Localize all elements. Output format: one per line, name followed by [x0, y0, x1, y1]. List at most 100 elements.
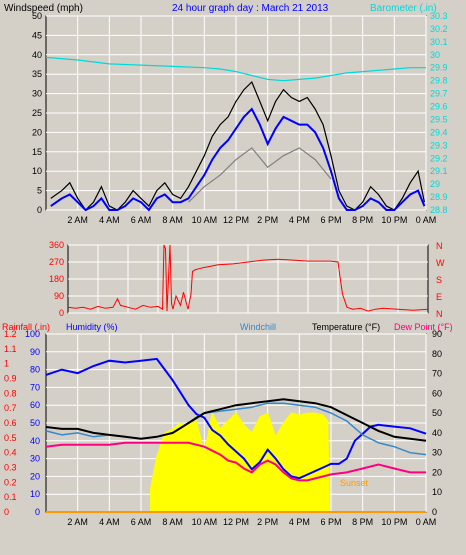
direction-series-line — [67, 244, 429, 312]
direction-tick-label: 90 — [54, 291, 64, 301]
temperature-tick-label: 10 — [432, 487, 442, 497]
temperature-tick-label: 80 — [432, 349, 442, 359]
humidity-tick-label: 0 — [35, 507, 40, 517]
temperature-tick-label: 90 — [432, 329, 442, 339]
time-tick-label: 2 AM — [67, 215, 88, 225]
wind-series — [45, 56, 426, 212]
rainfall-tick-label: 0.6 — [4, 418, 17, 428]
direction-panel-grid — [68, 244, 428, 314]
barometer-ticks: 28.8 28.9 29 29.1 29.2 29.3 29.4 29.5 29.6 29.7 29… — [430, 11, 448, 215]
humidity-tick-label: 30 — [30, 454, 40, 464]
time-tick-label: 12 PM — [223, 215, 249, 225]
humidity-tick-label: 50 — [30, 418, 40, 428]
humidity-tick-label: 90 — [30, 347, 40, 357]
barometer-tick-label: 29.5 — [430, 114, 448, 124]
time-tick-label: 6 PM — [320, 215, 341, 225]
time-tick-label: 8 PM — [352, 517, 373, 527]
temperature-ticks: 0 10 20 30 40 50 60 70 80 90 — [432, 329, 442, 517]
humidity-tick-label: 100 — [25, 329, 40, 339]
time-tick-label: 12 PM — [223, 517, 249, 527]
rainfall-tick-label: 1.2 — [4, 329, 17, 339]
direction-series — [67, 244, 429, 312]
time-tick-label: 6 AM — [131, 517, 152, 527]
rainfall-tick-label: 0.2 — [4, 477, 17, 487]
barometer-tick-label: 29 — [430, 179, 440, 189]
time-tick-label: 2 AM — [67, 517, 88, 527]
windchill-legend-label: Windchill — [240, 322, 276, 332]
chart-title: 24 hour graph day : March 21 2013 — [172, 3, 329, 14]
time-tick-label: 4 PM — [289, 215, 310, 225]
barometer-tick-label: 29.6 — [430, 102, 448, 112]
climate-panel-grid — [46, 333, 427, 513]
humidity-tick-label: 80 — [30, 365, 40, 375]
windspeed-tick-label: 25 — [32, 108, 42, 118]
rainfall-ticks: 0 0.1 0.2 0.3 0.4 0.5 0.6 0.7 0.8 0.9 1 1.1 1.2 — [4, 329, 17, 517]
humidity-series-line — [45, 357, 427, 480]
rainfall-tick-label: 1 — [4, 359, 9, 369]
direction-tick-label: 270 — [49, 257, 64, 267]
time-tick-label: 10 PM — [381, 215, 407, 225]
direction-tick-label: 180 — [49, 274, 64, 284]
temperature-tick-label: 30 — [432, 448, 442, 458]
direction-ticks: 360 270 180 90 0 — [49, 240, 64, 318]
rainfall-tick-label: 0 — [4, 507, 9, 517]
rainfall-tick-label: 0.9 — [4, 374, 17, 384]
windspeed-tick-label: 10 — [32, 166, 42, 176]
windspeed-tick-label: 15 — [32, 147, 42, 157]
compass-label: E — [436, 292, 442, 302]
time-tick-label: 8 AM — [162, 215, 183, 225]
sunset-annotation: Sunset — [340, 478, 369, 488]
windspeed-tick-label: 35 — [32, 69, 42, 79]
barometer-tick-label: 29.2 — [430, 153, 448, 163]
compass-label: S — [436, 275, 442, 285]
humidity-ticks: 0 10 20 30 40 50 60 70 80 90 100 — [25, 329, 40, 517]
barometer-tick-label: 29.3 — [430, 140, 448, 150]
barometer-tick-label: 29.1 — [430, 166, 448, 176]
humidity-tick-label: 70 — [30, 382, 40, 392]
time-tick-label: 10 AM — [192, 215, 218, 225]
windspeed-ticks: 0 5 10 15 20 25 30 35 40 45 50 — [32, 11, 42, 215]
low-series-line — [188, 147, 332, 203]
barometer-tick-label: 30.1 — [430, 37, 448, 47]
windspeed-tick-label: 5 — [37, 186, 42, 196]
time-tick-label: 2 PM — [257, 215, 278, 225]
barometer-tick-label: 29.8 — [430, 76, 448, 86]
time-tick-label: 4 PM — [289, 517, 310, 527]
windspeed-tick-label: 40 — [32, 50, 42, 60]
time-tick-label: 6 AM — [131, 215, 152, 225]
rainfall-tick-label: 0.8 — [4, 388, 17, 398]
humidity-tick-label: 20 — [30, 471, 40, 481]
rainfall-axis-label: Rainfall (.in) — [2, 322, 50, 332]
barometer-tick-label: 30 — [430, 50, 440, 60]
rainfall-tick-label: 0.5 — [4, 433, 17, 443]
wind-panel-grid — [46, 15, 427, 211]
barometer-tick-label: 29.4 — [430, 127, 448, 137]
temperature-legend-label: Temperature (°F) — [312, 322, 380, 332]
dewpoint-legend-label: Dew Point (°F) — [394, 322, 453, 332]
windspeed-tick-label: 30 — [32, 89, 42, 99]
time-tick-label: 0 AM — [416, 215, 437, 225]
climate-series — [45, 357, 427, 513]
time-axis-bottom: 2 AM 4 AM 6 AM 8 AM 10 AM 12 PM 2 PM 4 PM 6 PM 8 … — [67, 517, 436, 527]
time-tick-label: 8 AM — [162, 517, 183, 527]
temperature-tick-label: 0 — [432, 507, 437, 517]
time-tick-label: 2 PM — [257, 517, 278, 527]
windspeed-tick-label: 0 — [37, 205, 42, 215]
time-tick-label: 10 AM — [192, 517, 218, 527]
time-tick-label: 8 PM — [352, 215, 373, 225]
rainfall-tick-label: 0.3 — [4, 463, 17, 473]
windspeed-tick-label: 20 — [32, 127, 42, 137]
time-tick-label: 10 PM — [381, 517, 407, 527]
barometer-axis-label: Barometer (.in) — [370, 3, 437, 14]
temperature-tick-label: 60 — [432, 388, 442, 398]
windspeed-tick-label: 45 — [32, 30, 42, 40]
solar-area — [150, 411, 330, 513]
windspeed-axis-label: Windspeed (mph) — [4, 3, 83, 14]
barometer-tick-label: 30.3 — [430, 11, 448, 21]
temperature-tick-label: 20 — [432, 467, 442, 477]
time-tick-label: 4 AM — [99, 215, 120, 225]
time-tick-label: 0 AM — [416, 517, 437, 527]
rainfall-tick-label: 0.4 — [4, 448, 17, 458]
windspeed-tick-label: 50 — [32, 11, 42, 21]
